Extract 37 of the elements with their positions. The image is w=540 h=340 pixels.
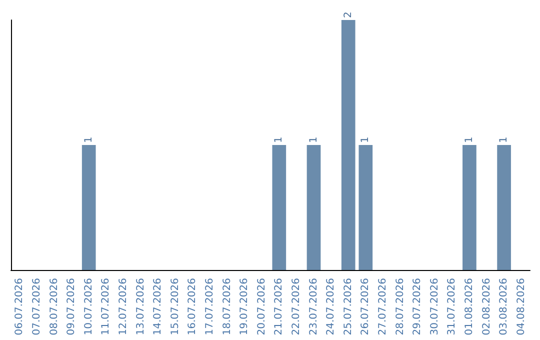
x-tick-label: 16.07.2026 xyxy=(187,278,198,336)
x-tick-label: 03.08.2026 xyxy=(498,278,510,336)
x-tick-label: 14.07.2026 xyxy=(152,278,164,336)
x-tick-label: 26.07.2026 xyxy=(360,278,372,336)
x-tick-label: 23.07.2026 xyxy=(308,278,320,336)
x-tick-label: 30.07.2026 xyxy=(429,278,440,336)
x-tick-label: 20.07.2026 xyxy=(256,278,268,336)
x-tick-label: 04.08.2026 xyxy=(516,278,527,336)
x-tick-label: 12.07.2026 xyxy=(118,278,129,336)
x-tick-label: 17.07.2026 xyxy=(204,278,216,336)
data-label: 1 xyxy=(274,136,285,143)
x-tick-label: 25.07.2026 xyxy=(342,278,354,336)
x-tick-label: 01.08.2026 xyxy=(464,278,475,336)
data-label: 1 xyxy=(308,136,320,143)
x-tick-label: 18.07.2026 xyxy=(222,278,233,336)
x-tick-label: 29.07.2026 xyxy=(412,278,424,336)
x-tick-label: 27.07.2026 xyxy=(377,278,388,336)
x-tick-label: 02.08.2026 xyxy=(481,278,492,336)
x-tick-label: 21.07.2026 xyxy=(274,278,285,336)
x-tick-label: 06.07.2026 xyxy=(14,278,26,336)
x-tick-label: 10.07.2026 xyxy=(83,278,94,336)
data-label: 1 xyxy=(498,136,510,143)
x-tick-label: 24.07.2026 xyxy=(326,278,337,336)
data-label: 2 xyxy=(342,12,354,18)
x-tick-label: 19.07.2026 xyxy=(239,278,250,336)
x-tick-label: 13.07.2026 xyxy=(135,278,146,336)
data-label: 1 xyxy=(83,136,94,143)
x-tick-label: 31.07.2026 xyxy=(446,278,458,336)
x-tick-label: 22.07.2026 xyxy=(290,278,302,336)
x-tick-label: 28.07.2026 xyxy=(394,278,406,336)
x-tick-label: 07.07.2026 xyxy=(31,278,42,336)
x-tick-label: 08.07.2026 xyxy=(48,278,60,336)
x-tick-label: 15.07.2026 xyxy=(170,278,181,336)
data-label: 1 xyxy=(464,136,475,143)
data-label: 1 xyxy=(360,136,372,143)
x-tick-label: 09.07.2026 xyxy=(66,278,78,336)
x-tick-label: 11.07.2026 xyxy=(100,278,112,336)
